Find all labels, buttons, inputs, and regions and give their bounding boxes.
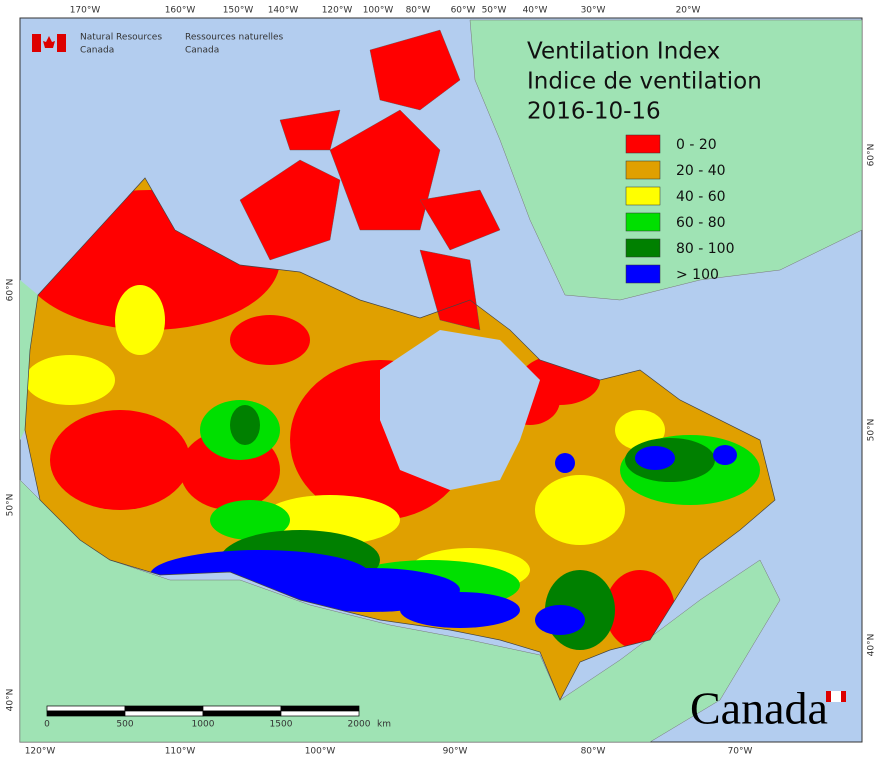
scale-segment xyxy=(124,710,204,717)
graticule-top: 170°W xyxy=(70,6,101,16)
scale-segment xyxy=(280,705,360,712)
scale-segment xyxy=(202,710,282,717)
arctic-island xyxy=(279,109,341,151)
scale-segment xyxy=(46,705,126,712)
legend-swatch xyxy=(625,160,661,180)
scale-label: 2000 xyxy=(348,720,371,730)
flag-right xyxy=(57,34,66,52)
graticule-top: 50°W xyxy=(482,6,507,16)
graticule-right: 60°N xyxy=(867,144,877,167)
graticule-top: 100°W xyxy=(363,6,394,16)
graticule-top: 160°W xyxy=(165,6,196,16)
graticule-top: 20°W xyxy=(676,6,701,16)
arctic-island xyxy=(329,109,441,231)
graticule-left: 50°N xyxy=(6,494,16,517)
graticule-top: 30°W xyxy=(581,6,606,16)
canada-outline xyxy=(24,177,776,701)
map-title: Ventilation Index xyxy=(527,39,720,65)
arctic-island xyxy=(369,29,461,111)
field-zone xyxy=(230,315,310,365)
graticule-left: 40°N xyxy=(6,689,16,712)
graticule-bottom: 110°W xyxy=(165,747,196,757)
graticule-bottom: 70°W xyxy=(728,747,753,757)
legend-swatch xyxy=(625,212,661,232)
arctic-island xyxy=(239,159,341,261)
field-zone xyxy=(535,605,585,635)
graticule-bottom: 80°W xyxy=(581,747,606,757)
scale-segment xyxy=(280,710,360,717)
graticule-top: 40°W xyxy=(523,6,548,16)
land-greenland xyxy=(469,19,863,301)
field-zone xyxy=(535,475,625,545)
scale-segment xyxy=(46,710,126,717)
field-zone xyxy=(115,285,165,355)
hudson-bay xyxy=(380,330,540,490)
header-en: Canada xyxy=(80,46,114,56)
field-zone xyxy=(555,453,575,473)
legend-swatch xyxy=(625,264,661,284)
graticule-bottom: 100°W xyxy=(305,747,336,757)
scale-segment xyxy=(202,705,282,712)
field-zone xyxy=(50,410,190,510)
legend-label: > 100 xyxy=(676,267,719,283)
scale-label: 0 xyxy=(44,720,50,730)
wordmark: Canada xyxy=(690,683,828,734)
header-fr: Canada xyxy=(185,46,219,56)
arctic-island xyxy=(419,249,481,331)
wordmark-flag-center xyxy=(831,691,841,702)
field-zone xyxy=(210,500,290,540)
header-fr: Ressources naturelles xyxy=(185,33,284,43)
legend-label: 20 - 40 xyxy=(676,163,726,179)
arctic-island xyxy=(419,189,501,251)
graticule-top: 60°W xyxy=(451,6,476,16)
graticule-bottom: 90°W xyxy=(443,747,468,757)
map-title: 2016-10-16 xyxy=(527,99,661,125)
map-title: Indice de ventilation xyxy=(527,69,762,95)
graticule-right: 50°N xyxy=(867,419,877,442)
field-zone xyxy=(25,355,115,405)
field-zone xyxy=(400,592,520,628)
field-zone xyxy=(635,446,675,470)
graticule-top: 140°W xyxy=(268,6,299,16)
scale-segment xyxy=(124,705,204,712)
scale-label: 500 xyxy=(116,720,133,730)
graticule-right: 40°N xyxy=(867,634,877,657)
graticule-bottom: 120°W xyxy=(25,747,56,757)
legend-label: 40 - 60 xyxy=(676,189,726,205)
legend-swatch xyxy=(625,238,661,258)
flag-left xyxy=(32,34,41,52)
legend-label: 60 - 80 xyxy=(676,215,726,231)
header-en: Natural Resources xyxy=(80,33,162,43)
graticule-top: 80°W xyxy=(406,6,431,16)
land-usa xyxy=(19,479,781,743)
scale-label: 1000 xyxy=(192,720,215,730)
legend-label: 0 - 20 xyxy=(676,137,717,153)
legend-swatch xyxy=(625,134,661,154)
legend-swatch xyxy=(625,186,661,206)
graticule-top: 120°W xyxy=(322,6,353,16)
graticule-left: 60°N xyxy=(6,279,16,302)
scale-label: 1500 xyxy=(270,720,293,730)
land-alaska xyxy=(20,280,38,440)
field-zone xyxy=(713,445,737,465)
legend-label: 80 - 100 xyxy=(676,241,735,257)
graticule-top: 150°W xyxy=(223,6,254,16)
scale-unit: km xyxy=(377,720,391,730)
flag-leaf xyxy=(43,36,55,48)
field-zone xyxy=(230,405,260,445)
